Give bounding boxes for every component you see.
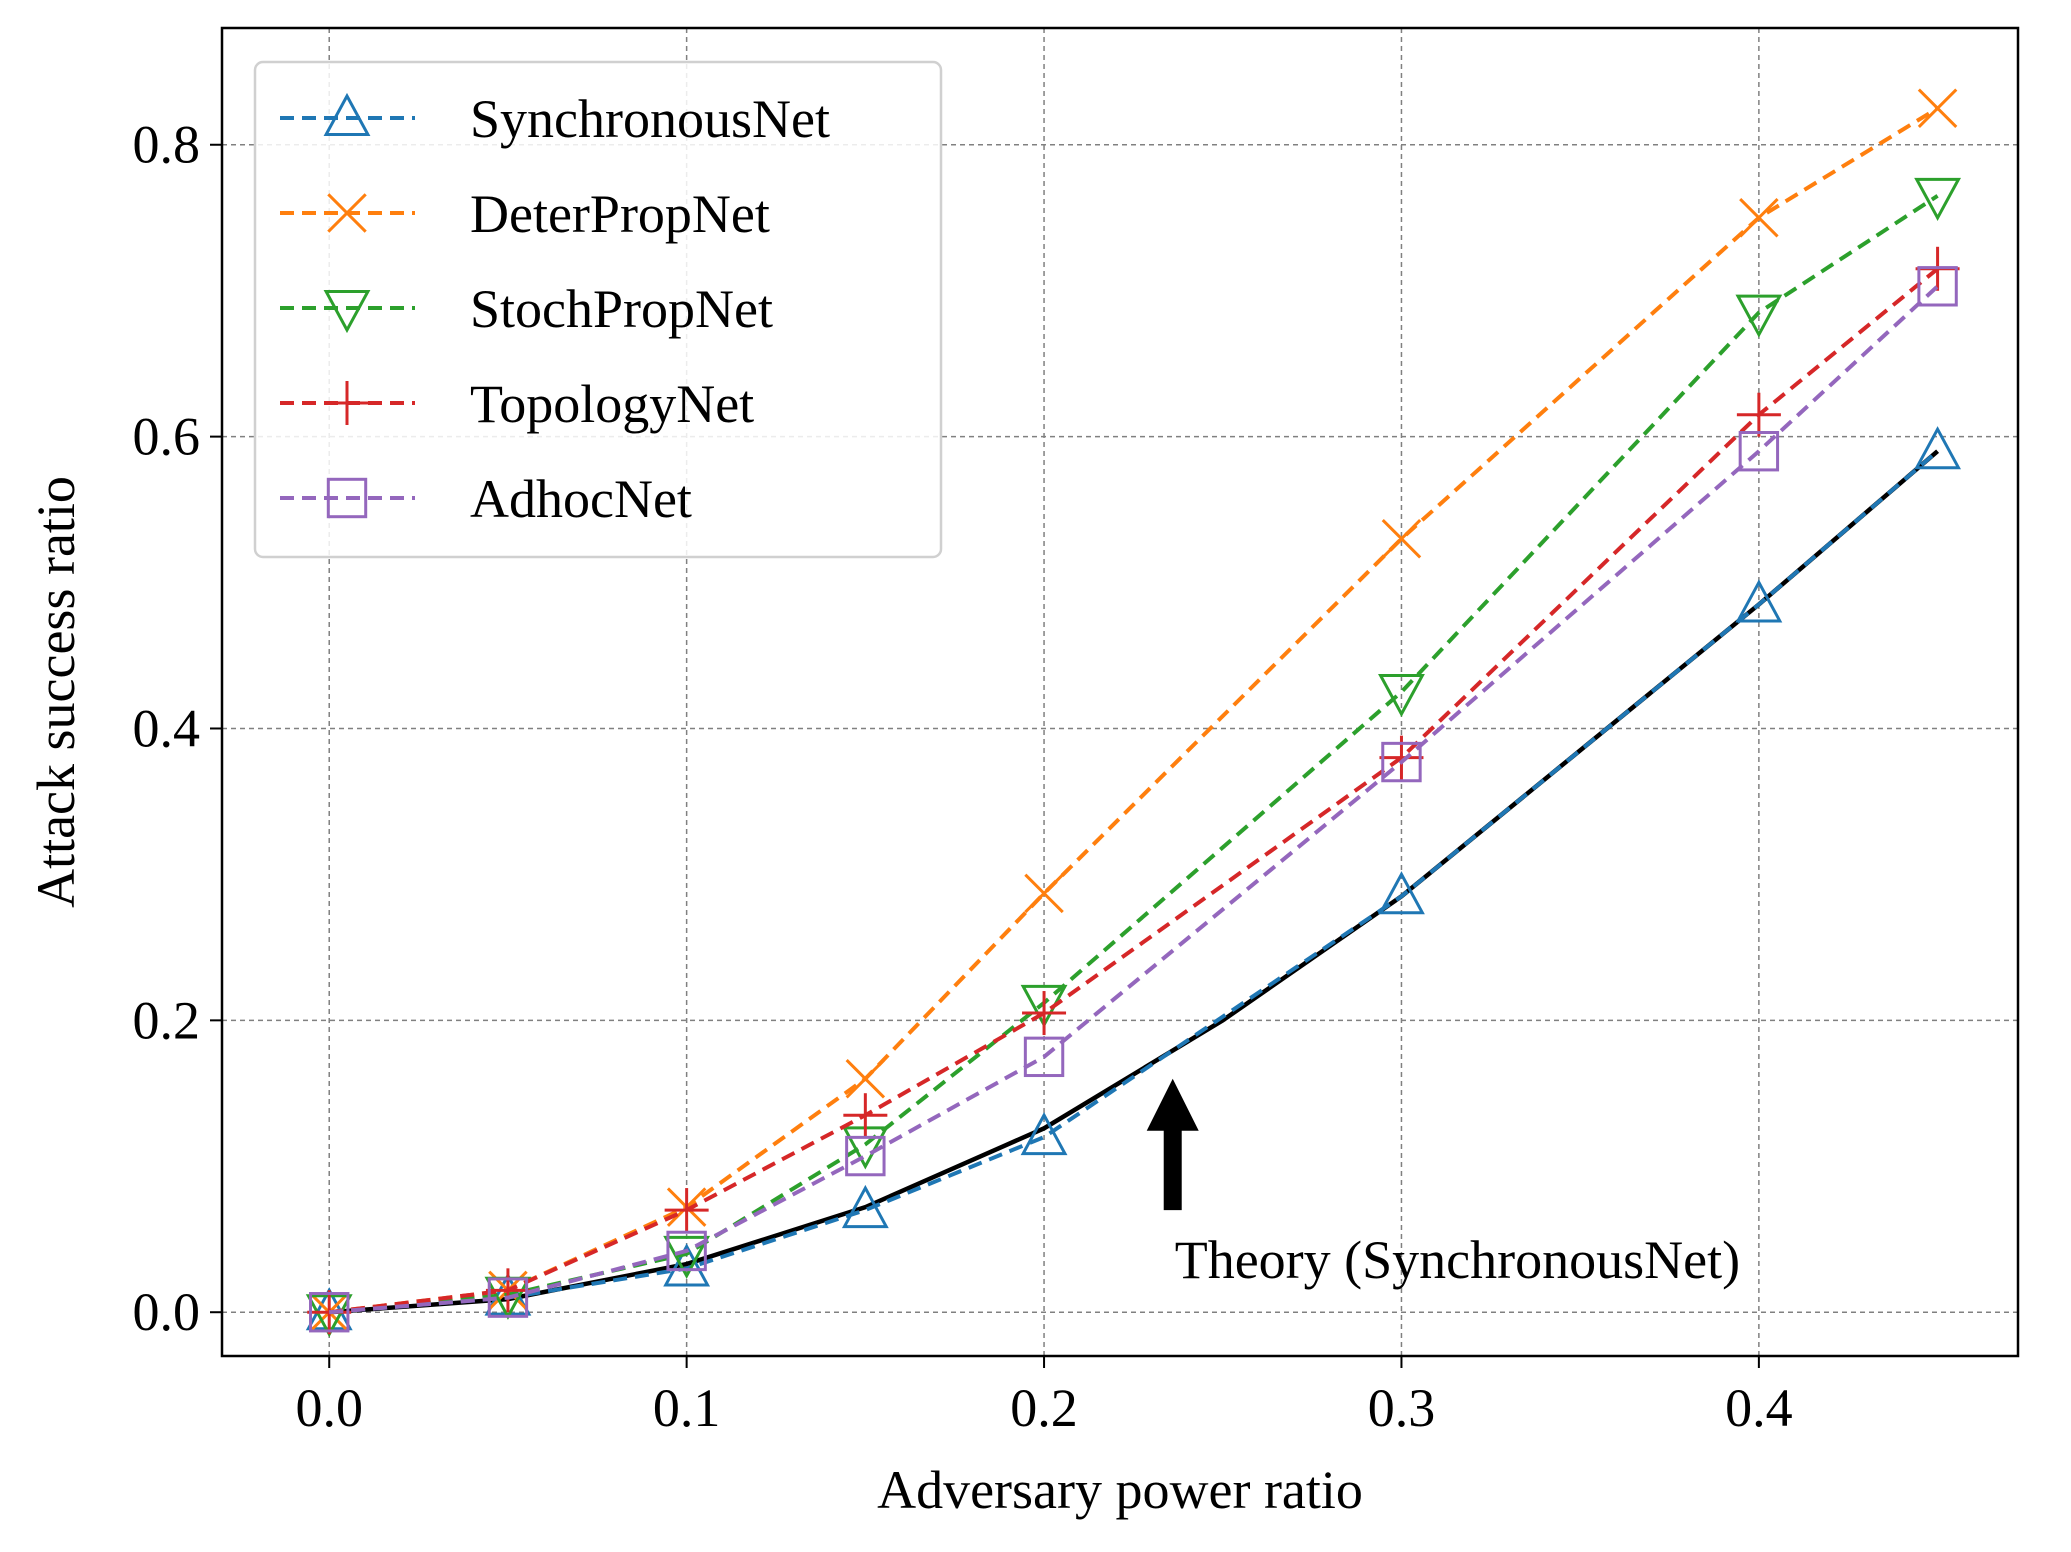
- legend-marker-stochpropnet: [323, 290, 371, 334]
- series-line-synchronousnet: [329, 449, 1939, 1315]
- legend-item-deterpropnet: DeterPropNet: [280, 184, 770, 244]
- legend-item-topologynet: TopologyNet: [280, 374, 754, 434]
- plot-frame: [220, 26, 2020, 1358]
- data-point-topologynet: [485, 1268, 530, 1313]
- data-point-adhocnet-shape: [1023, 1036, 1065, 1078]
- plot-area: [305, 88, 1962, 1338]
- data-point-synchronousnet: [841, 1184, 889, 1229]
- legend-marker-deterpropnet-stroke: [327, 193, 367, 233]
- data-point-stochpropnet-shape: [663, 1235, 711, 1279]
- data-point-synchronousnet-shape: [1914, 426, 1962, 470]
- annotation-text: Theory (SynchronousNet): [1175, 1230, 1740, 1290]
- data-point-deterpropnet-stroke: [1739, 197, 1779, 238]
- legend-item-adhocnet: AdhocNet: [280, 469, 692, 529]
- legend-marker-adhocnet: [326, 477, 368, 519]
- legend-label-topologynet: TopologyNet: [470, 374, 754, 434]
- data-point-adhocnet: [1917, 266, 1958, 307]
- legend-marker-synchronousnet: [323, 92, 371, 136]
- x-tick-label: 0.3: [1368, 1378, 1436, 1438]
- data-point-adhocnet: [1738, 431, 1780, 472]
- data-point-topologynet: [664, 1188, 709, 1233]
- data-point-deterpropnet: [845, 1058, 886, 1099]
- data-point-deterpropnet: [1024, 873, 1064, 914]
- data-point-synchronousnet-shape: [841, 1184, 889, 1229]
- legend-item-stochpropnet: StochPropNet: [280, 279, 773, 339]
- data-point-adhocnet-shape: [309, 1292, 350, 1333]
- data-point-topologynet: [843, 1093, 888, 1138]
- data-point-adhocnet-shape: [487, 1277, 529, 1318]
- data-point-adhocnet-shape: [845, 1135, 886, 1177]
- axis-ticks: 0.0 0.1 0.2 0.3 0.4 0.0 0.2 0.4 0.6 0.8: [133, 115, 1793, 1438]
- legend: SynchronousNet DeterPropNet StochPropNet To…: [253, 60, 943, 559]
- y-tick-label: 0.2: [133, 990, 201, 1050]
- x-axis-label: Adversary power ratio: [877, 1460, 1363, 1520]
- data-point-synchronousnet-shape: [1378, 871, 1425, 915]
- legend-marker-adhocnet-shape: [326, 477, 368, 519]
- data-point-deterpropnet-stroke: [1024, 873, 1064, 914]
- y-axis-label: Attack success ratio: [26, 476, 86, 908]
- legend-box: [253, 60, 943, 559]
- legend-label-deterpropnet: DeterPropNet: [470, 184, 770, 244]
- x-tick-label: 0.1: [653, 1378, 721, 1438]
- data-point-adhocnet-shape: [1917, 266, 1958, 307]
- data-point-synchronousnet-shape: [663, 1243, 711, 1287]
- y-tick-label: 0.6: [133, 407, 201, 467]
- data-point-adhocnet: [487, 1277, 529, 1318]
- data-point-adhocnet: [845, 1135, 886, 1177]
- legend-marker-stochpropnet-shape: [323, 290, 371, 334]
- legend-label-synchronousnet: SynchronousNet: [470, 89, 830, 149]
- data-point-synchronousnet: [663, 1243, 711, 1287]
- data-point-adhocnet: [666, 1230, 707, 1272]
- x-tick-label: 0.0: [295, 1378, 363, 1438]
- y-tick-label: 0.4: [133, 698, 201, 758]
- data-point-deterpropnet: [1739, 197, 1779, 238]
- theory-annotation: Theory (SynchronousNet): [1146, 1078, 1740, 1290]
- y-tick-label: 0.8: [133, 115, 201, 175]
- data-point-adhocnet-shape: [1381, 741, 1422, 783]
- data-point-topologynet: [1736, 392, 1781, 437]
- data-point-stochpropnet: [1378, 674, 1425, 718]
- data-point-synchronousnet: [1914, 426, 1962, 470]
- data-point-topologynet: [1022, 991, 1067, 1036]
- data-point-synchronousnet-shape: [1020, 1111, 1068, 1156]
- y-tick-label: 0.0: [133, 1282, 201, 1342]
- x-tick-label: 0.2: [1010, 1378, 1078, 1438]
- data-point-deterpropnet-stroke: [1381, 519, 1422, 559]
- data-point-stochpropnet: [663, 1235, 711, 1279]
- legend-label-stochpropnet: StochPropNet: [470, 279, 773, 339]
- data-point-adhocnet: [309, 1292, 350, 1333]
- data-point-stochpropnet: [1735, 294, 1783, 338]
- legend-item-synchronousnet: SynchronousNet: [280, 89, 830, 149]
- data-point-adhocnet: [1023, 1036, 1065, 1078]
- data-point-adhocnet-shape: [666, 1230, 707, 1272]
- data-point-stochpropnet: [1914, 177, 1962, 221]
- data-point-adhocnet-shape: [1738, 431, 1780, 472]
- data-point-stochpropnet-shape: [1378, 674, 1425, 718]
- data-point-stochpropnet-shape: [1735, 294, 1783, 338]
- data-point-adhocnet: [1381, 741, 1422, 783]
- data-point-synchronousnet: [1735, 579, 1783, 623]
- data-point-stochpropnet-shape: [1914, 177, 1962, 221]
- legend-marker-topologynet: [325, 381, 369, 425]
- data-point-synchronousnet: [1020, 1111, 1068, 1156]
- series-line-adhocnet: [329, 284, 1939, 1315]
- legend-label-adhocnet: AdhocNet: [470, 469, 692, 529]
- data-point-deterpropnet-stroke: [845, 1058, 886, 1099]
- data-point-deterpropnet: [1917, 88, 1958, 129]
- series-line-topologynet: [328, 267, 1939, 1315]
- data-point-deterpropnet-stroke: [1917, 88, 1958, 129]
- data-point-synchronousnet: [1378, 871, 1425, 915]
- annotation-arrow: [1146, 1078, 1199, 1211]
- data-point-synchronousnet-shape: [1735, 579, 1783, 623]
- legend-marker-synchronousnet-shape: [323, 92, 371, 136]
- x-tick-label: 0.4: [1725, 1378, 1793, 1438]
- data-point-deterpropnet: [1381, 519, 1422, 559]
- legend-marker-deterpropnet: [327, 193, 367, 233]
